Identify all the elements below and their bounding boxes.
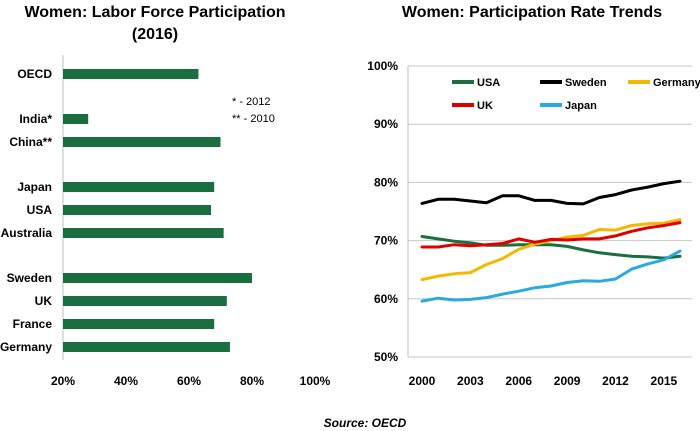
bar-category-label: USA	[27, 203, 53, 217]
bar-x-ticks: 20% 40% 60% 80% 100%	[51, 374, 331, 388]
line-y-tick-label: 50%	[374, 350, 398, 364]
legend-label: Japan	[565, 100, 597, 112]
note-2012: * - 2012	[232, 96, 271, 108]
line-x-tick-label: 2009	[554, 374, 581, 388]
bar-chart-subtitle: (2016)	[132, 26, 178, 43]
line-y-tick-label: 60%	[374, 292, 398, 306]
bar-category-label: Sweden	[7, 271, 52, 285]
legend-label: UK	[477, 100, 493, 112]
line-x-tick-label: 2015	[651, 374, 678, 388]
line-y-ticks: 50% 60% 70% 80% 90% 100%	[367, 59, 398, 364]
bar-x-tick-label: 40%	[114, 374, 138, 388]
note-2010: ** - 2010	[232, 113, 275, 125]
legend-label: Germany	[653, 77, 700, 89]
bar-categories: OECD India* China** Japan USA Australia Sweden…	[0, 67, 52, 354]
series-line-usa	[420, 235, 682, 260]
bar	[63, 182, 215, 192]
series-line-japan	[420, 249, 682, 303]
bar-chart-title: Women: Labor Force Participation	[24, 4, 285, 21]
bar-x-tick-label: 100%	[300, 374, 331, 388]
series-line-sweden	[420, 179, 682, 206]
bar-category-label: France	[13, 317, 53, 331]
line-y-tick-label: 90%	[374, 117, 398, 131]
line-x-tick-label: 2003	[457, 374, 484, 388]
bar	[63, 319, 215, 329]
line-chart-title: Women: Participation Rate Trends	[402, 4, 662, 21]
bar-category-label: Japan	[17, 180, 52, 194]
bar-category-label: Germany	[0, 340, 52, 354]
legend-label: USA	[477, 77, 500, 89]
bar-chart: Women: Labor Force Participation (2016) …	[0, 4, 331, 388]
legend-label: Sweden	[565, 77, 607, 89]
series-line-uk	[420, 221, 682, 249]
line-legend: USA Sweden Germany UK Japan	[452, 77, 700, 112]
bar-x-tick-label: 20%	[51, 374, 75, 388]
line-y-tick-label: 100%	[367, 59, 398, 73]
source-note: Source: OECD	[324, 416, 407, 430]
line-x-tick-label: 2012	[602, 374, 629, 388]
bar	[63, 296, 227, 306]
bars	[63, 69, 252, 352]
line-y-tick-label: 80%	[374, 175, 398, 189]
bar	[63, 205, 212, 215]
line-x-tick-label: 2006	[505, 374, 532, 388]
bar	[63, 114, 89, 124]
bar-category-label: Australia	[1, 226, 53, 240]
bar-category-label: OECD	[17, 67, 52, 81]
line-chart: Women: Participation Rate Trends 50% 60% 7…	[367, 4, 700, 388]
bar	[63, 69, 199, 79]
bar-category-label: India*	[19, 112, 52, 126]
line-x-tick-label: 2000	[409, 374, 436, 388]
bar	[63, 273, 252, 283]
bar-x-tick-label: 60%	[177, 374, 201, 388]
line-y-tick-label: 70%	[374, 234, 398, 248]
bar	[63, 342, 230, 352]
bar-category-label: China**	[9, 135, 52, 149]
line-x-ticks: 2000 2003 2006 2009 2012 2015	[409, 374, 678, 388]
bar-x-tick-label: 80%	[240, 374, 264, 388]
bar	[63, 137, 221, 147]
line-series	[420, 179, 682, 303]
bar	[63, 228, 224, 238]
bar-category-label: UK	[35, 294, 53, 308]
line-grid	[407, 65, 692, 358]
